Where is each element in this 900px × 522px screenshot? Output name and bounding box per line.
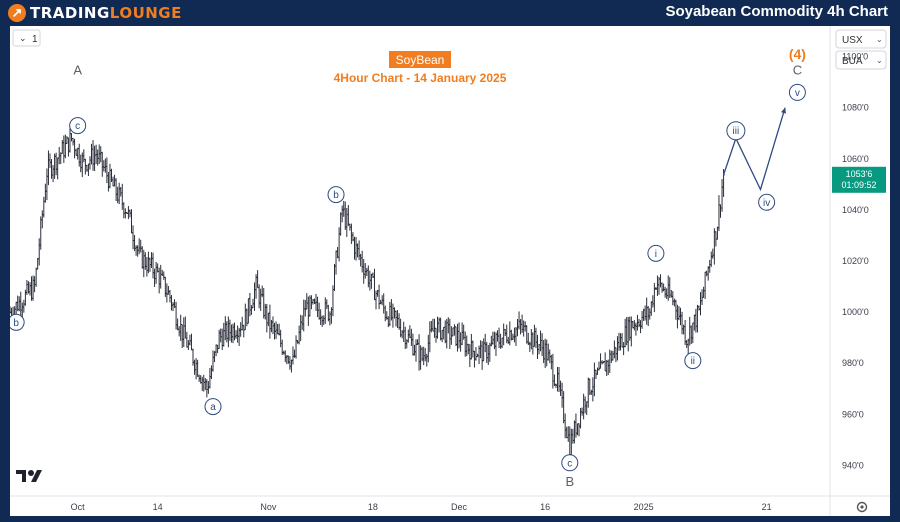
currency-select[interactable]: USX ⌄ [835,29,887,49]
wave-label-circle [684,352,702,370]
countdown-timer: 01:09:52 [841,180,876,190]
wave-label-circle [10,313,25,331]
brand-part1: TRADING [30,4,110,22]
tradingview-logo-icon[interactable] [16,470,42,482]
brand-name: TRADINGLOUNGE [30,4,182,22]
y-tick-label: 1020'0 [842,256,869,266]
wave-label: i [655,249,657,260]
y-tick-label: 1100'0 [842,52,868,62]
wave-letter-label: B [565,474,574,489]
unit-chevron-icon: ⌄ [876,56,883,65]
brand-part2: LOUNGE [109,4,182,22]
chart-symbol-badge: SoyBean [389,51,451,68]
wave-label: v [795,88,800,99]
last-price-tag: 1053'6 01:09:52 [832,166,886,193]
interval-chevron-icon: ⌄ [19,33,27,43]
x-tick-label: 2025 [634,502,654,512]
interval-button[interactable]: ⌄ 1 [12,29,41,47]
brand-logo[interactable]: ↗ TRADINGLOUNGE [8,3,182,23]
y-tick-label: 940'0 [842,460,864,470]
interval-value: 1 [32,34,38,45]
x-tick-label: Nov [260,502,277,512]
wave-letter-label: A [73,63,82,78]
last-price: 1053'6 [846,169,873,179]
chart-subtitle: 4Hour Chart - 14 January 2025 [334,71,507,85]
x-tick-label: Oct [71,502,86,512]
currency-value: USX [842,35,863,46]
projection-path [722,107,787,192]
chart-canvas[interactable]: ⌄ 1 USX ⌄ BUA ⌄ SoyBean 4Hour Chart - 14… [10,26,890,516]
wave-label-circle [69,117,87,135]
wave-label-circle [204,398,222,416]
page-title: Soyabean Commodity 4h Chart [665,3,888,20]
wave-label: b [13,318,19,329]
wave-letter-label: C [793,63,802,78]
wave-label: iv [763,198,770,209]
wave-label-circle [647,244,665,262]
x-tick-label: 14 [153,502,163,512]
logo-arrow-icon: ↗ [8,4,26,22]
x-tick-label: 21 [762,502,772,512]
gear-icon[interactable] [856,501,868,513]
y-tick-label: 1040'0 [842,205,869,215]
unit-select[interactable]: BUA ⌄ [835,50,887,70]
y-axis[interactable]: 1100'0 1080'0 1060'0 1040'0 1020'0 1000'0 980'… [842,52,869,471]
wave-label-circle [726,121,746,141]
wave-label: a [210,402,216,413]
projection-line [722,107,786,192]
unit-value: BUA [842,56,863,67]
wave-label-circle [327,186,345,204]
wave-label: c [567,458,572,469]
y-tick-label: 1080'0 [842,103,869,113]
projection-arrowhead [781,107,787,114]
wave-degree-label: (4) [789,46,806,62]
x-axis[interactable]: Oct 14 Nov 18 Dec 16 2025 21 [71,502,772,512]
wave-label: b [333,190,339,201]
x-tick-label: 18 [368,502,378,512]
wave-label: iii [733,126,740,137]
y-tick-label: 1000'0 [842,307,869,317]
chart-symbol: SoyBean [396,53,445,67]
candle-series [10,125,725,458]
currency-chevron-icon: ⌄ [876,35,883,44]
header-bar: ↗ TRADINGLOUNGE Soyabean Commodity 4h Ch… [0,0,900,26]
wave-label: ii [691,356,695,367]
wave-label-circle [788,83,806,101]
wave-label-circle [561,454,579,472]
x-tick-label: Dec [451,502,468,512]
wave-label: c [75,121,80,132]
y-tick-label: 960'0 [842,409,864,419]
y-tick-label: 980'0 [842,358,864,368]
chart-frame: ⌄ 1 USX ⌄ BUA ⌄ SoyBean 4Hour Chart - 14… [10,26,890,516]
y-tick-label: 1060'0 [842,154,869,164]
x-tick-label: 16 [540,502,550,512]
wave-label-circle [758,193,776,211]
